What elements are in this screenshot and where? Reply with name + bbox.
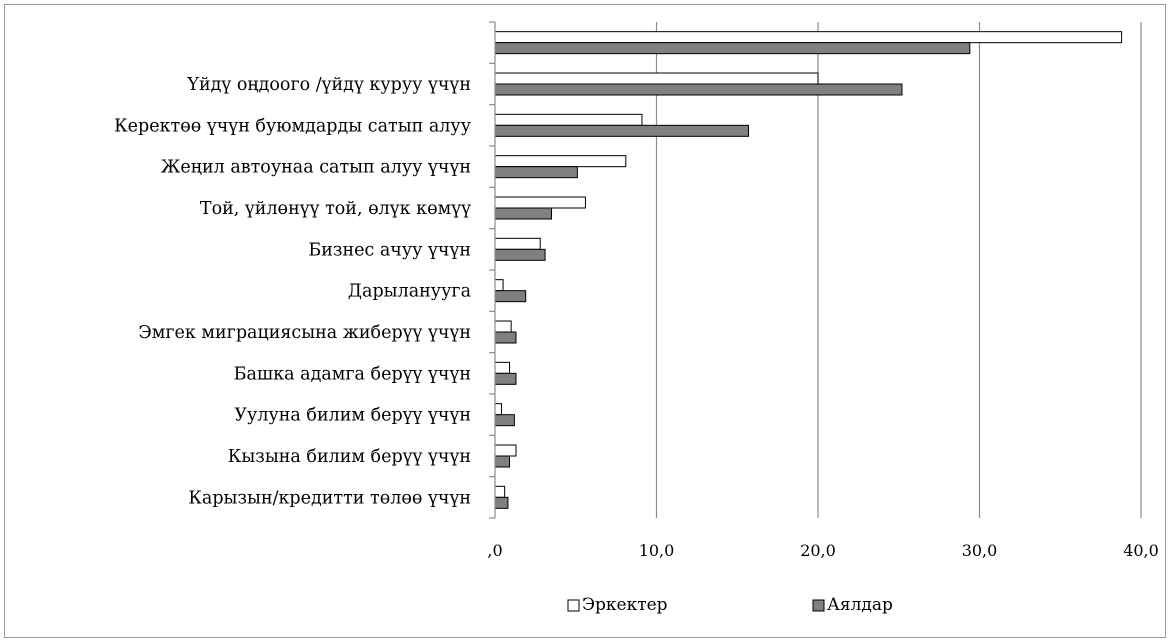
bar-ayaldar [494, 290, 527, 303]
category-label: Башка адамга берүү үчүн [234, 364, 471, 384]
legend-swatch-erkekter [567, 599, 580, 612]
bar-erkekter [494, 113, 643, 126]
x-tick-label: 40,0 [1123, 541, 1159, 560]
legend: Эркектер Аялдар [567, 595, 893, 615]
x-tick-labels: ,0 10,0 20,0 30,0 40,0 [487, 541, 1158, 560]
bar-ayaldar [494, 372, 517, 385]
category-label: Жеңил автоунаа сатып алуу үчүн [161, 158, 471, 178]
category-label: Карызын/кредитти төлөө үчүн [188, 488, 471, 508]
bar-ayaldar [494, 166, 578, 179]
category-label: Керектөө үчүн буюмдарды сатып алуу [114, 116, 472, 136]
bar-ayaldar [494, 455, 511, 468]
bar-erkekter [494, 155, 627, 168]
bar-erkekter [494, 361, 511, 374]
bar-erkekter [494, 403, 502, 416]
chart-frame [4, 4, 1166, 638]
bar-ayaldar [494, 414, 515, 427]
bar-erkekter [494, 72, 819, 85]
bar-erkekter [494, 444, 517, 457]
bars [494, 31, 1123, 509]
bar-erkekter [494, 485, 506, 498]
bar-erkekter [494, 196, 586, 209]
legend-label-erkekter: Эркектер [582, 595, 668, 615]
bar-erkekter [494, 237, 541, 250]
category-label: Үйдү оңдоого /үйдү куруу үчүн [186, 75, 471, 95]
bar-erkekter [494, 320, 512, 333]
category-label: Кызына билим берүү үчүн [228, 447, 471, 467]
legend-swatch-ayaldar [812, 599, 825, 612]
x-tick-label: ,0 [487, 541, 502, 560]
category-label: Той, үйлөнүү той, өлүк көмүү [200, 199, 471, 219]
category-label: Эмгек миграциясына жиберүү үчүн [138, 323, 471, 343]
legend-label-ayaldar: Аялдар [827, 595, 893, 615]
gridlines [655, 22, 1142, 518]
y-axis [489, 21, 496, 519]
category-label: Бизнес ачуу үчүн [308, 240, 471, 260]
bar-ayaldar [494, 496, 509, 509]
category-labels: Үйдү оңдоого /үйдү куруу үчүн Керектөө үч… [114, 75, 472, 508]
bar-erkekter [494, 279, 504, 292]
x-tick-label: 20,0 [800, 541, 836, 560]
x-tick-label: 10,0 [639, 541, 675, 560]
bar-ayaldar [494, 42, 971, 55]
bar-ayaldar [494, 83, 903, 96]
bar-ayaldar [494, 331, 517, 344]
bar-ayaldar [494, 124, 750, 137]
bar-ayaldar [494, 248, 546, 261]
bar-erkekter [494, 31, 1123, 44]
bar-ayaldar [494, 207, 553, 220]
category-label: Дарылануугa [348, 282, 471, 302]
x-tick-label: 30,0 [962, 541, 998, 560]
category-label: Уулуна билим берүү үчүн [234, 406, 471, 426]
